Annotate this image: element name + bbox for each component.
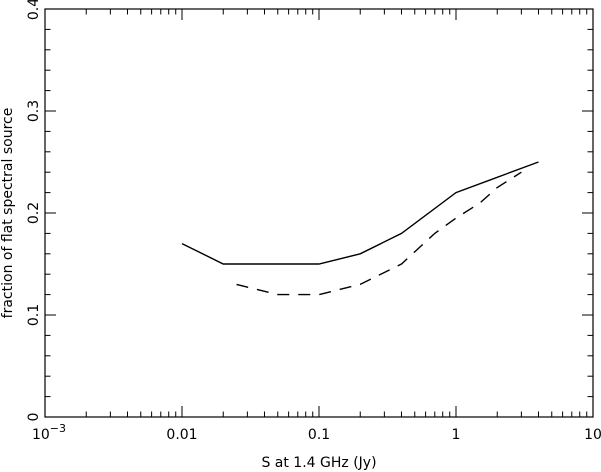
y-tick-label: 0.1 [26,304,42,326]
tick-labels: 10−3 0.01 0.1 1 10 0 0.1 0.2 0.3 0.4 [26,0,601,443]
y-axis-label: fraction of flat spectral source [0,108,16,319]
x-tick-label: 10 [584,427,601,443]
plot-frame [44,8,594,418]
x-tick-label: 0.01 [166,427,197,443]
y-tick-label: 0 [26,413,42,422]
ticks [44,8,594,418]
series-line-solid [181,161,539,265]
x-tick-label: 0.1 [308,427,330,443]
y-tick-label: 0.3 [26,100,42,122]
x-axis-label: S at 1.4 GHz (Jy) [261,455,376,471]
y-tick-label: 0.2 [26,202,42,224]
series-line-dashed [236,171,522,296]
x-tick-label: 1 [452,427,461,443]
y-tick-label: 0.4 [26,0,42,20]
x-tick-label: 10−3 [32,422,66,443]
series [181,161,539,296]
